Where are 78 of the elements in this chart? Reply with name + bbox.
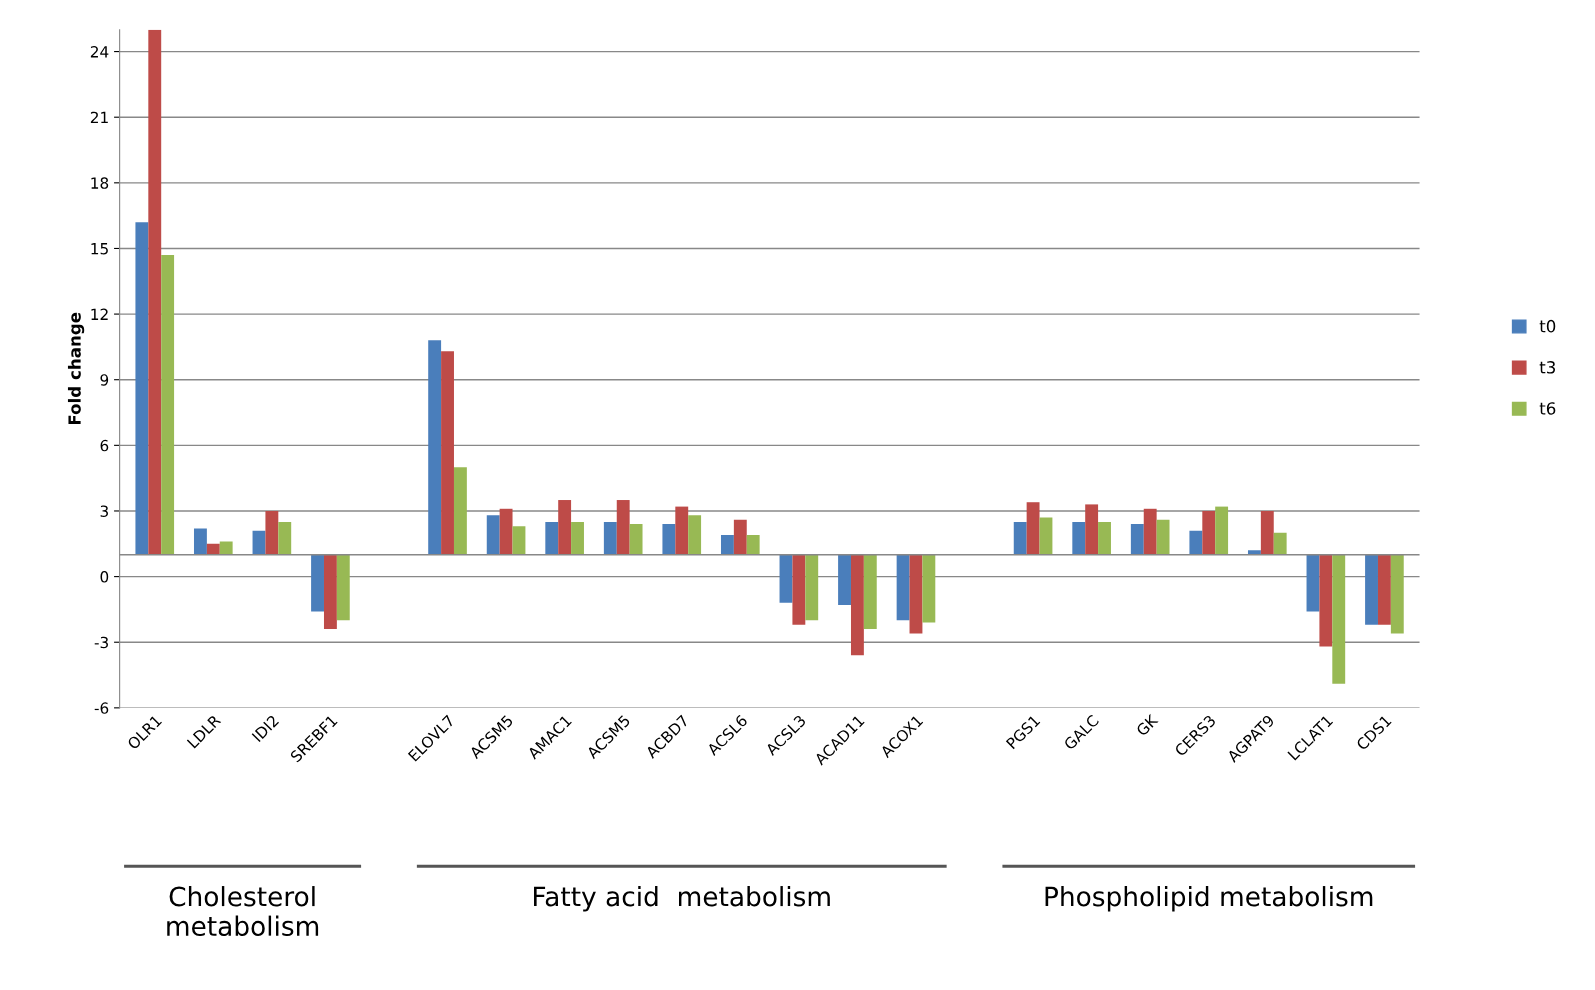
- bar: [311, 554, 324, 612]
- bar: [662, 524, 676, 555]
- bar: [193, 528, 207, 555]
- bar: [1130, 524, 1144, 555]
- bar: [453, 467, 467, 555]
- bar: [571, 521, 584, 555]
- bar: [323, 554, 337, 630]
- bar: [1189, 530, 1203, 555]
- bar: [779, 554, 793, 603]
- bar: [558, 500, 572, 555]
- text: Fatty acid metabolism: [534, 886, 830, 912]
- bar: [629, 524, 643, 555]
- bar: [1202, 510, 1216, 555]
- bar: [792, 554, 806, 625]
- y-tick-label: 9: [100, 374, 109, 386]
- bar: [603, 521, 617, 555]
- bar: [1377, 554, 1391, 625]
- bar: [1332, 554, 1346, 684]
- bar: [1143, 508, 1157, 555]
- bar: [838, 554, 851, 606]
- bar: [219, 541, 233, 555]
- bar: [850, 554, 864, 656]
- y-tick-label: -3: [94, 636, 108, 649]
- y-tick-label: 0: [100, 571, 109, 583]
- bar: [486, 515, 500, 555]
- bar: [278, 521, 292, 555]
- bar: [135, 222, 149, 555]
- y-tick-label: 21: [90, 111, 108, 124]
- bar: [1390, 554, 1404, 634]
- legend-label: t3: [1539, 361, 1556, 374]
- bar: [265, 510, 279, 555]
- bar: [805, 554, 819, 621]
- bar: [1319, 554, 1333, 647]
- y-tick-label: 15: [91, 243, 108, 255]
- bar: [1247, 550, 1261, 555]
- bar: [1260, 510, 1274, 555]
- bar: [206, 543, 220, 555]
- y-tick-label: 6: [100, 439, 109, 452]
- bar: [1098, 521, 1111, 555]
- bar: [720, 535, 734, 555]
- bar: [441, 351, 454, 555]
- bar: [512, 526, 526, 555]
- bar: [1156, 519, 1170, 555]
- y-axis-title: Fold change: [67, 312, 85, 425]
- y-tick-label: 3: [100, 505, 108, 517]
- bar: [1072, 521, 1086, 555]
- bar: [1306, 554, 1320, 612]
- bar: [863, 554, 877, 630]
- bar: [688, 515, 702, 555]
- bar: [746, 535, 760, 555]
- text: Phospholipid metabolism: [1045, 886, 1373, 912]
- text: Cholesterol metabolism: [167, 886, 319, 937]
- y-tick-label: 18: [91, 177, 109, 189]
- bar: [1039, 517, 1053, 555]
- x-tick-label: GK: [1135, 713, 1159, 737]
- bar: [675, 506, 689, 555]
- bar: [428, 340, 442, 555]
- y-tick-label: -6: [94, 702, 109, 714]
- legend-label: t0: [1539, 319, 1556, 333]
- bar: [733, 519, 747, 555]
- bar: [909, 554, 923, 634]
- y-tick-label: 24: [90, 46, 109, 58]
- bar: [148, 29, 162, 555]
- y-tick-label: 12: [91, 308, 108, 320]
- bar: [1085, 504, 1099, 555]
- bar: [1013, 521, 1027, 555]
- bar: [161, 255, 175, 555]
- bar: [896, 554, 910, 621]
- bar: [1273, 532, 1287, 555]
- bar: [499, 508, 513, 555]
- bar: [616, 500, 630, 555]
- bar: [1026, 502, 1040, 555]
- bar: [545, 521, 559, 555]
- bar: [336, 554, 350, 621]
- bar: [1365, 554, 1378, 625]
- bar: [922, 554, 936, 623]
- legend-label: t6: [1539, 402, 1556, 415]
- bar: [1215, 506, 1229, 555]
